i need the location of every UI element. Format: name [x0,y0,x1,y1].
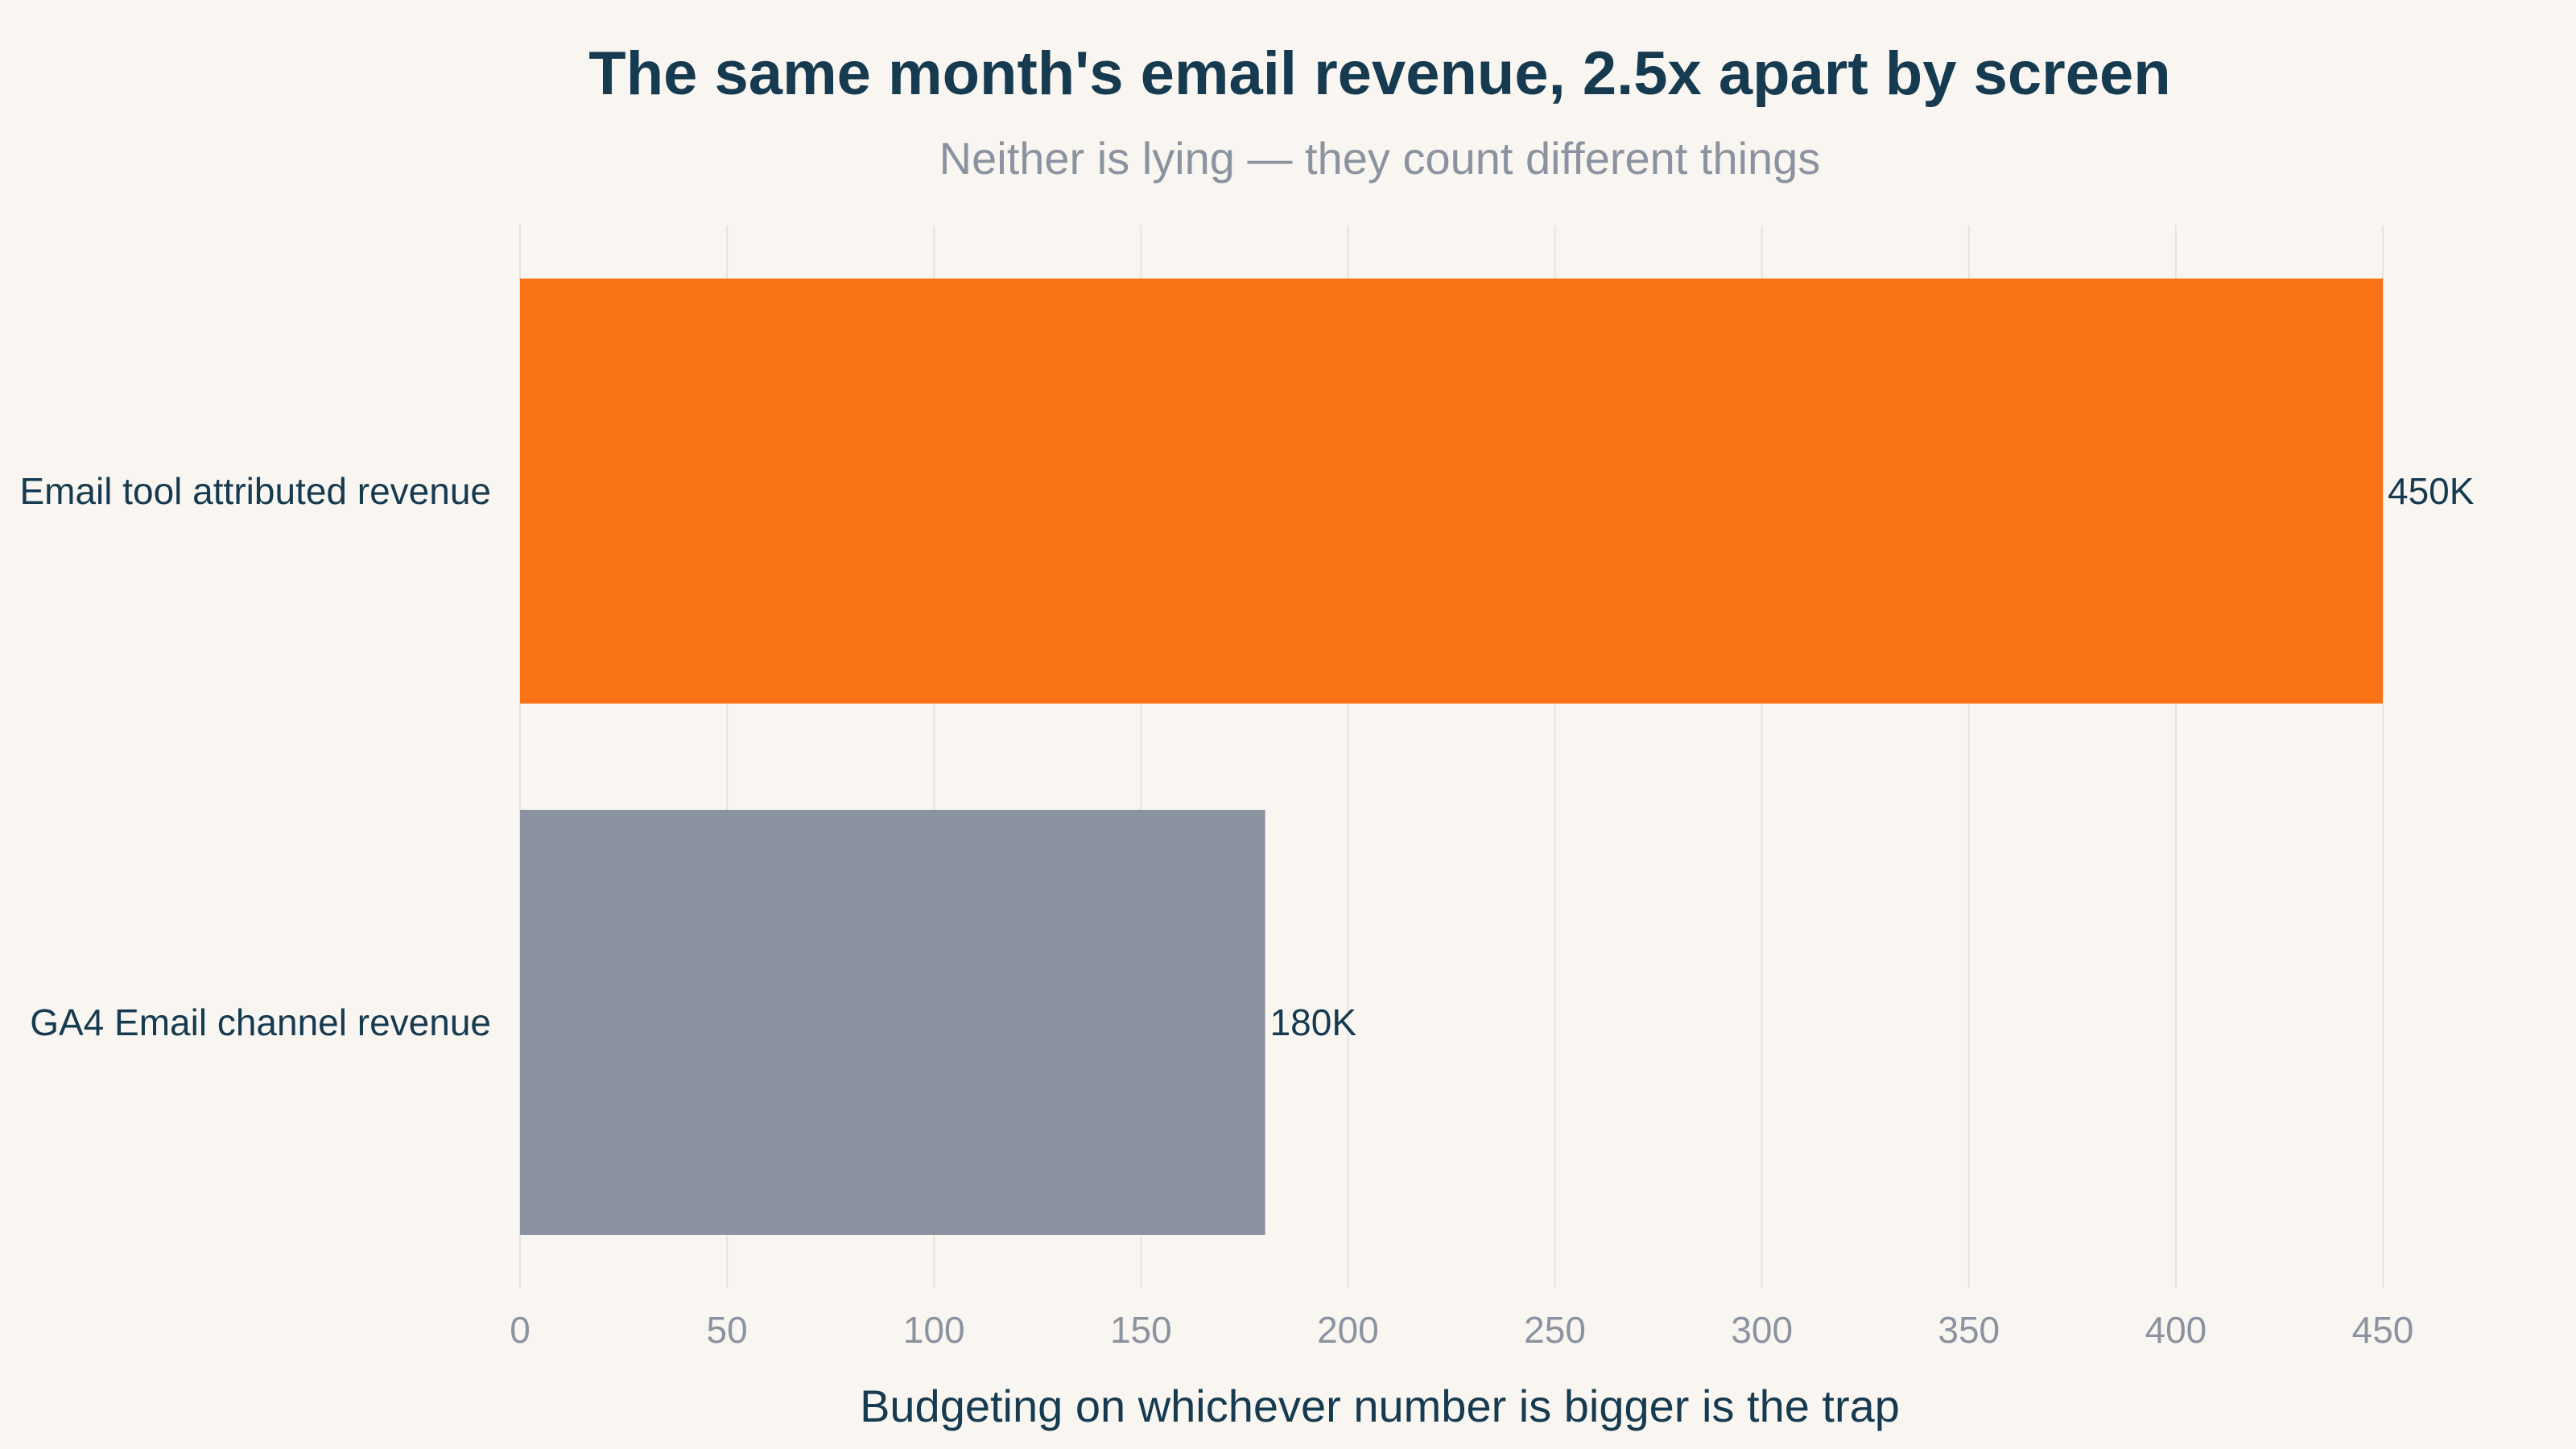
x-tick-label: 0 [510,1309,530,1351]
chart-subtitle: Neither is lying — they count different … [939,133,1821,184]
bars [520,279,2383,1235]
x-tick-label: 450 [2352,1309,2414,1351]
x-tick-label: 200 [1317,1309,1379,1351]
x-tick-label: 100 [903,1309,965,1351]
x-tick-label: 400 [2145,1309,2207,1351]
x-tick-label: 350 [1938,1309,2000,1351]
x-tick-label: 250 [1524,1309,1586,1351]
chart-title: The same month's email revenue, 2.5x apa… [588,39,2170,108]
category-label: Email tool attributed revenue [19,470,491,512]
bar [520,279,2383,704]
x-tick-label: 300 [1731,1309,1793,1351]
data-label: 180K [1270,1001,1357,1043]
labels: 0 50 100 150 200 250 300 350 400 450 Email tool at… [19,470,2474,1351]
x-tick-label: 50 [707,1309,748,1351]
bar [520,810,1265,1235]
data-label: 450K [2388,470,2475,512]
x-axis-label: Budgeting on whichever number is bigger … [860,1381,1900,1431]
category-label: GA4 Email channel revenue [30,1001,491,1043]
x-tick-label: 150 [1110,1309,1172,1351]
